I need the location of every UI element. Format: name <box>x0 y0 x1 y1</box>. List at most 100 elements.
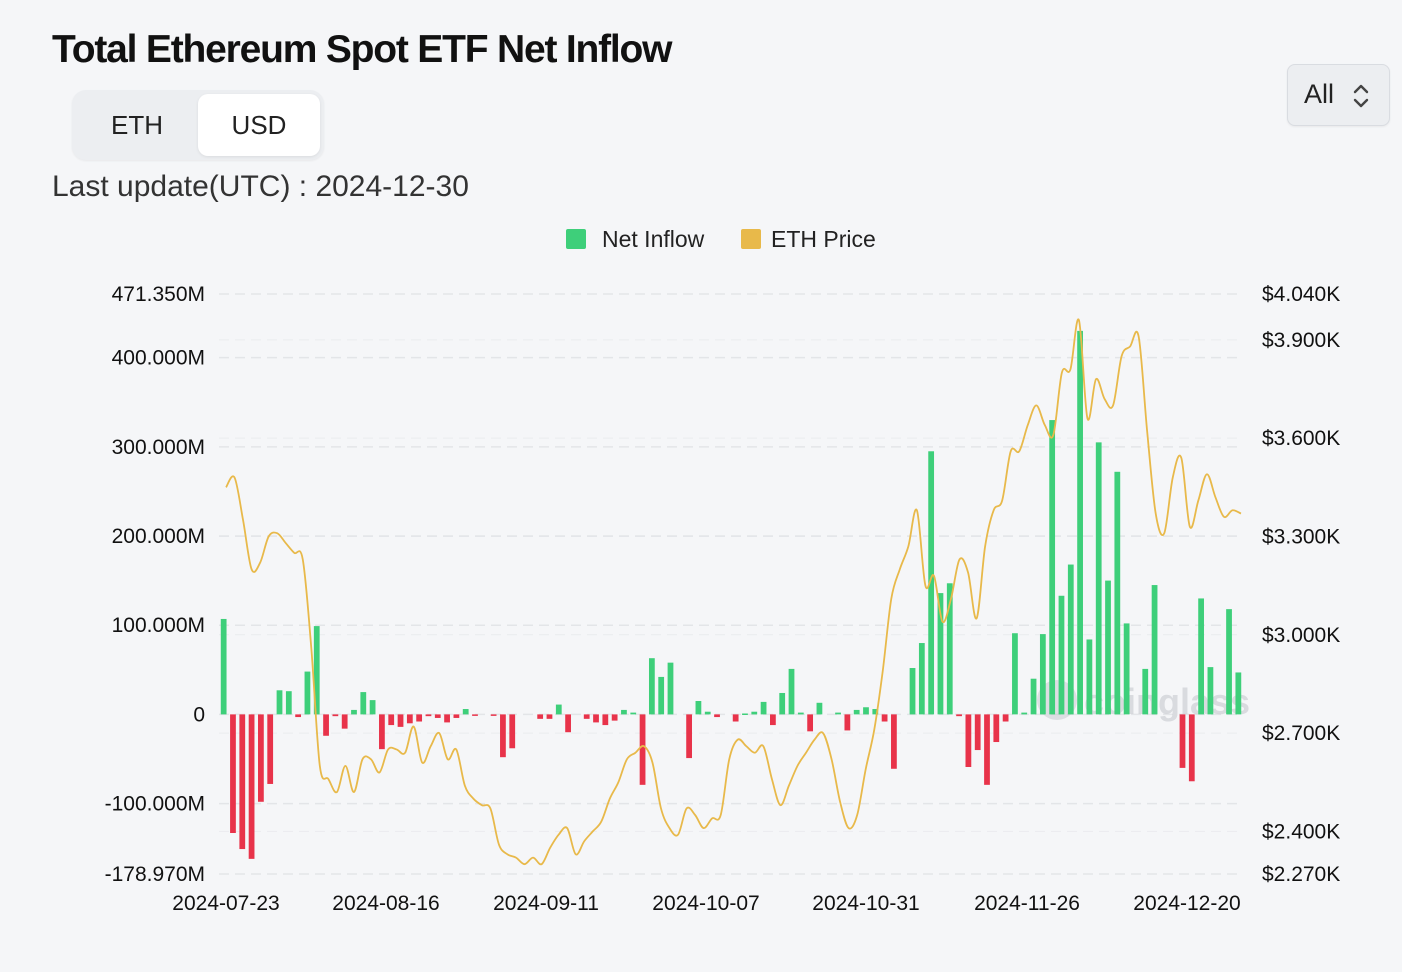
inflow-bar <box>332 714 339 717</box>
inflow-bar <box>1235 672 1242 715</box>
inflow-bar <box>1002 714 1009 722</box>
legend-label: Net Inflow <box>602 226 705 252</box>
inflow-bar <box>788 668 795 715</box>
left-axis-tick-label: -178.970M <box>105 863 205 886</box>
inflow-bar <box>891 714 897 769</box>
inflow-bar <box>341 714 348 729</box>
time-range-value: All <box>1304 79 1335 109</box>
right-axis-tick-label: $3.600K <box>1262 427 1340 450</box>
inflow-bar <box>472 714 478 716</box>
inflow-bar <box>816 702 823 715</box>
inflow-bar <box>369 700 376 715</box>
inflow-bar <box>667 662 674 715</box>
inflow-bar <box>630 712 637 715</box>
inflow-bar <box>1207 667 1214 715</box>
inflow-bar <box>462 709 469 715</box>
legend-label: ETH Price <box>771 226 876 252</box>
inflow-bar <box>760 701 767 715</box>
inflow-bar <box>1188 714 1195 782</box>
inflow-bar <box>648 658 655 715</box>
x-axis-tick-label: 2024-09-11 <box>493 892 599 915</box>
inflow-bar <box>285 691 292 715</box>
inflow-bar <box>909 668 916 715</box>
inflow-bar <box>1067 564 1074 715</box>
inflow-bar <box>946 583 953 715</box>
inflow-bar <box>779 692 786 715</box>
inflow-bar <box>704 711 711 715</box>
x-axis-tick-label: 2024-10-31 <box>812 892 919 915</box>
left-axis-labels: 471.350M 400.000M 300.000M 200.000M 100.000M… <box>105 283 205 886</box>
inflow-bar <box>974 714 981 751</box>
inflow-bar <box>1086 639 1093 715</box>
inflow-bar <box>928 451 935 715</box>
chart-legend: Net Inflow ETH Price <box>566 226 876 252</box>
inflow-bar <box>388 714 395 726</box>
inflow-bar <box>416 714 423 722</box>
x-axis-labels: 2024-07-23 2024-08-16 2024-09-11 2024-10-07… <box>172 892 1240 915</box>
x-axis-tick-label: 2024-11-26 <box>974 892 1080 915</box>
time-range-select[interactable]: All <box>1287 64 1390 126</box>
inflow-bar <box>639 714 646 785</box>
inflow-bar <box>509 714 516 749</box>
legend-swatch <box>741 229 761 249</box>
inflow-bar <box>258 714 264 802</box>
toggle-eth-option[interactable]: ETH <box>111 110 163 140</box>
inflow-bar <box>863 707 869 715</box>
unit-toggle[interactable]: ETH USD <box>72 90 324 160</box>
inflow-bar <box>1012 633 1018 715</box>
left-axis-tick-label: -100.000M <box>105 793 205 816</box>
eth-price-path <box>225 318 1242 866</box>
inflow-bar <box>239 714 246 850</box>
inflow-bar <box>453 714 460 718</box>
left-axis-tick-label: 400.000M <box>112 347 205 370</box>
inflow-bar <box>295 714 302 718</box>
x-axis-tick-label: 2024-07-23 <box>172 892 279 915</box>
inflow-bar <box>1114 471 1121 715</box>
right-axis-tick-label: $3.300K <box>1262 525 1340 548</box>
inflow-bar <box>1123 623 1130 715</box>
inflow-bar <box>770 714 776 726</box>
inflow-bar <box>425 714 432 717</box>
inflow-bar <box>1226 609 1232 715</box>
inflow-bar <box>537 714 544 719</box>
inflow-bar <box>500 714 506 758</box>
inflow-bar <box>844 714 851 731</box>
chart-title: Total Ethereum Spot ETF Net Inflow <box>52 28 673 71</box>
inflow-bar <box>1142 668 1149 715</box>
inflow-bar <box>583 714 590 719</box>
inflow-bar <box>918 643 925 715</box>
inflow-bar <box>1095 442 1102 715</box>
inflow-bar <box>379 714 385 750</box>
inflow-bar <box>956 714 962 717</box>
inflow-bar <box>853 709 860 715</box>
inflow-bar <box>276 690 283 715</box>
left-axis-tick-label: 471.350M <box>112 283 205 306</box>
right-axis-tick-label: $3.000K <box>1262 624 1340 647</box>
inflow-bar <box>555 704 562 715</box>
chevron-updown-icon <box>1353 84 1369 108</box>
inflow-bar <box>1030 678 1037 715</box>
toggle-usd-option[interactable]: USD <box>198 94 320 156</box>
coinglass-logo-icon <box>1037 680 1077 720</box>
legend-swatch <box>566 229 586 249</box>
coinglass-watermark: coinglass <box>1037 680 1250 722</box>
inflow-bar <box>937 593 944 715</box>
inflow-bar <box>434 714 441 718</box>
eth-price-line <box>225 318 1242 866</box>
inflow-bar <box>267 714 274 784</box>
right-axis-tick-label: $2.400K <box>1262 820 1340 843</box>
inflow-bar <box>1077 330 1083 715</box>
inflow-bar <box>984 714 990 785</box>
watermark-text: coinglass <box>1084 681 1250 722</box>
inflow-bar <box>360 692 367 715</box>
inflow-bar <box>686 714 692 759</box>
left-axis-tick-label: 200.000M <box>112 525 205 548</box>
inflow-bar <box>835 712 841 715</box>
inflow-bar <box>593 714 599 723</box>
chart-grid <box>219 293 1243 875</box>
inflow-bar <box>797 712 804 715</box>
inflow-bar <box>230 714 236 833</box>
x-axis-tick-label: 2024-12-20 <box>1133 892 1240 915</box>
inflow-bar <box>807 714 814 732</box>
